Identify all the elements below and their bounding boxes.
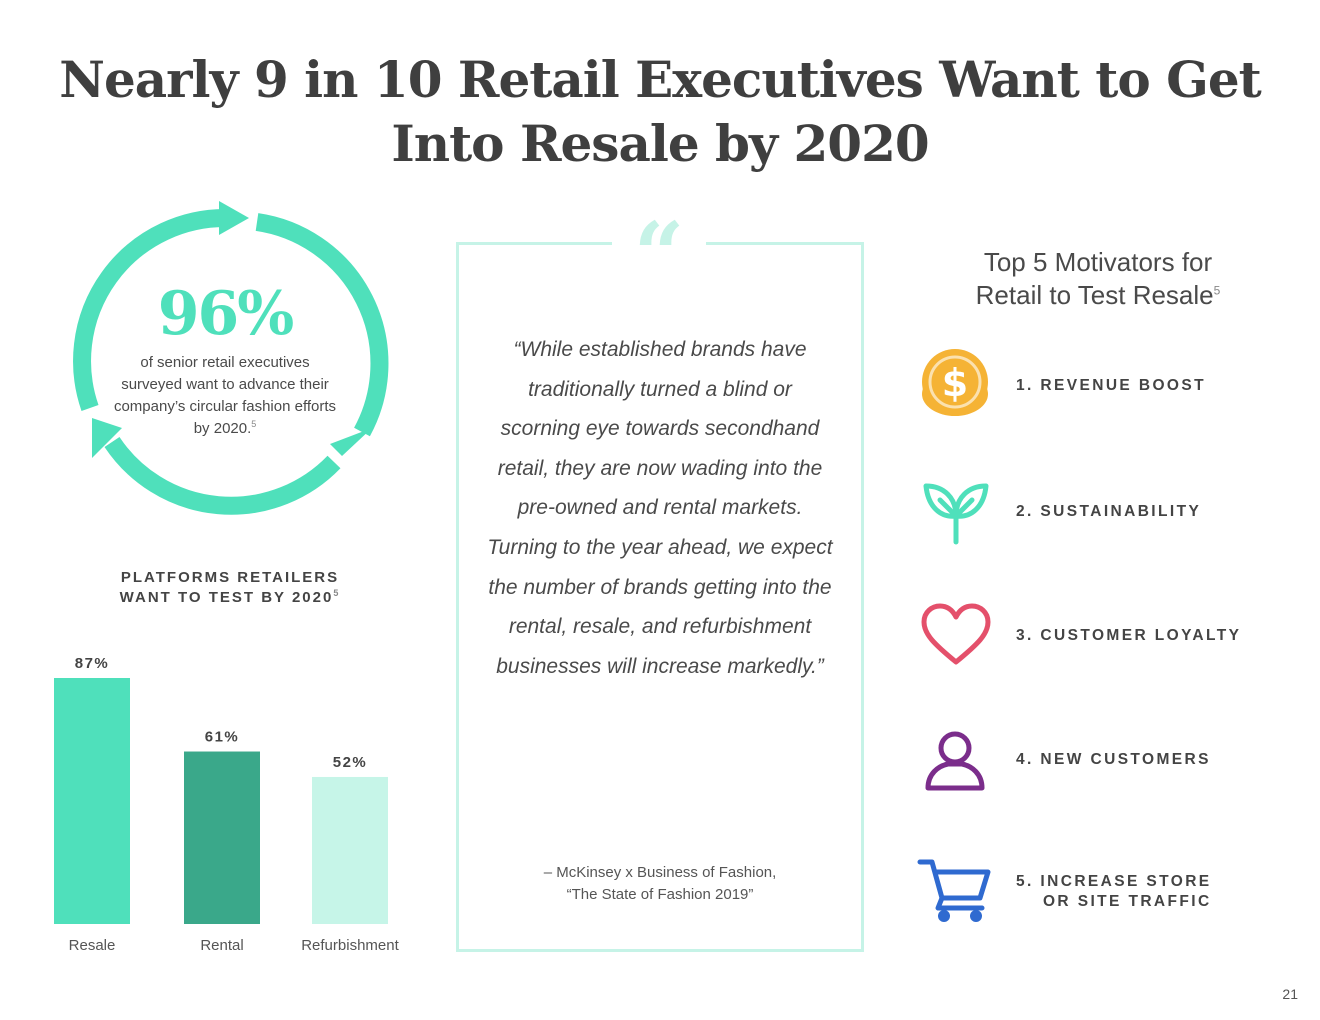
- motivator-label: 3. CUSTOMER LOYALTY: [1016, 596, 1241, 676]
- bar-category-label: Refurbishment: [301, 937, 399, 954]
- shopping-cart-icon: [917, 859, 991, 922]
- quote-mark-gap: [612, 232, 706, 252]
- motivator-label-text: 3. CUSTOMER LOYALTY: [1016, 627, 1242, 644]
- motivator-customer-loyalty: 3. CUSTOMER LOYALTY: [916, 596, 1246, 676]
- stat-description: of senior retail executives surveyed wan…: [112, 352, 338, 440]
- svg-text:$: $: [942, 361, 968, 405]
- motivator-revenue-boost: $ 1. REVENUE BOOST: [916, 346, 1246, 426]
- quote-source-line1: – McKinsey x Business of Fashion,: [543, 864, 777, 881]
- stat-description-text: of senior retail executives surveyed wan…: [113, 354, 337, 437]
- dollar-coin-icon: $: [922, 349, 988, 416]
- bar-chart-footnote: 5: [333, 588, 341, 598]
- page-title: Nearly 9 in 10 Retail Executives Want to…: [0, 48, 1320, 176]
- stat-footnote: 5: [251, 419, 257, 429]
- motivator-label-text: 2. SUSTAINABILITY: [1016, 503, 1202, 520]
- bar-value-label: 52%: [333, 754, 368, 771]
- leaf-sprout-icon: [923, 483, 989, 545]
- page-title-line1: Nearly 9 in 10 Retail Executives Want to…: [59, 50, 1261, 109]
- bar-chart-title-line2: WANT TO TEST BY 20205: [82, 588, 378, 608]
- quote-source: – McKinsey x Business of Fashion, “The S…: [486, 862, 834, 906]
- bar-rental: [184, 751, 260, 924]
- page-number: 21: [1282, 986, 1298, 1002]
- bar-refurbishment: [312, 776, 388, 924]
- circular-arrows-icon: [73, 201, 389, 515]
- motivators-title-line1: Top 5 Motivators for: [983, 247, 1213, 277]
- page-title-line2: Into Resale by 2020: [391, 114, 929, 173]
- quote-text: “While established brands have tradition…: [487, 338, 833, 678]
- motivator-label: 4. NEW CUSTOMERS: [1016, 720, 1211, 800]
- motivators-title-line2: Retail to Test Resale5: [930, 279, 1266, 312]
- motivator-label-text: 5. INCREASE STORE OR SITE TRAFFIC: [1016, 873, 1212, 910]
- motivator-label: 2. SUSTAINABILITY: [1016, 472, 1201, 552]
- motivator-sustainability: 2. SUSTAINABILITY: [916, 472, 1246, 552]
- motivators-footnote: 5: [1213, 283, 1221, 298]
- bar-category-label: Resale: [69, 937, 116, 954]
- motivator-label: 1. REVENUE BOOST: [1016, 346, 1206, 426]
- motivator-label: 5. INCREASE STORE OR SITE TRAFFIC: [1016, 852, 1212, 932]
- motivators-title-line2-text: Retail to Test Resale: [975, 280, 1214, 310]
- quote-mark-icon: “: [633, 202, 685, 306]
- stat-value: 96%: [157, 279, 295, 349]
- motivators-title: Top 5 Motivators for Retail to Test Resa…: [930, 246, 1266, 312]
- motivator-label-text: 4. NEW CUSTOMERS: [1016, 751, 1211, 768]
- bar-value-label: 61%: [205, 729, 240, 746]
- bar-value-label: 87%: [75, 655, 110, 672]
- heart-icon: [921, 603, 991, 665]
- person-icon: [925, 731, 985, 791]
- quote-source-line2: “The State of Fashion 2019”: [566, 886, 754, 903]
- bar-chart-title-line2-text: WANT TO TEST BY 2020: [119, 589, 334, 606]
- bar-chart-title-line1: PLATFORMS RETAILERS: [120, 569, 340, 586]
- bar-resale: [54, 678, 130, 924]
- motivator-store-traffic: 5. INCREASE STORE OR SITE TRAFFIC: [916, 852, 1246, 932]
- motivator-label-text: 1. REVENUE BOOST: [1016, 377, 1206, 394]
- bar-category-label: Rental: [200, 937, 243, 954]
- motivator-new-customers: 4. NEW CUSTOMERS: [916, 720, 1246, 800]
- bar-chart-title: PLATFORMS RETAILERS WANT TO TEST BY 2020…: [82, 568, 378, 608]
- bar-chart: 87% Resale 61% Rental 52% Refurbishment: [54, 655, 400, 954]
